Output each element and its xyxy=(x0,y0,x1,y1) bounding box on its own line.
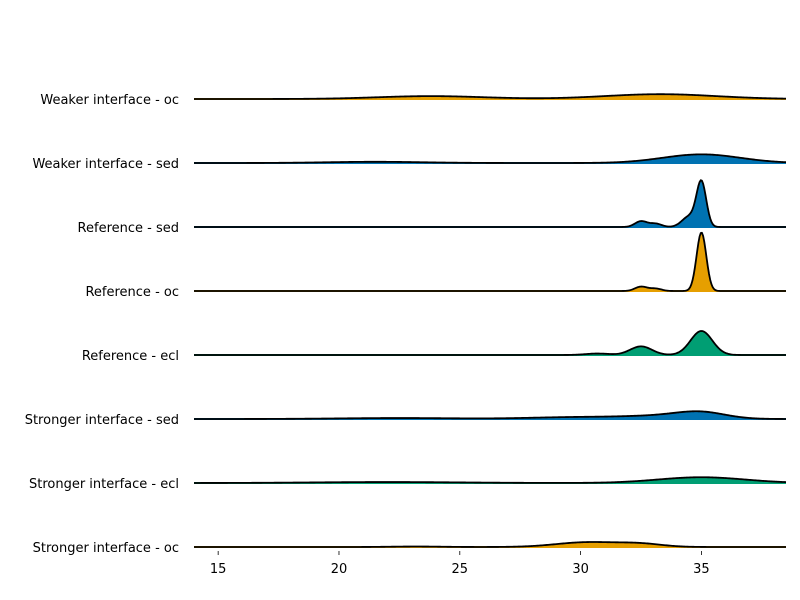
ridge-area xyxy=(194,411,786,419)
x-tick-label: 15 xyxy=(210,562,227,577)
ridge-group xyxy=(194,330,786,356)
ridge-outline xyxy=(194,231,786,292)
ridge-outline xyxy=(194,153,787,164)
series-label: Weaker interface - oc xyxy=(40,93,179,108)
ridge-group xyxy=(194,541,786,548)
x-tick-label: 25 xyxy=(452,562,469,577)
ridge-outline xyxy=(194,179,786,228)
series-label: Reference - ecl xyxy=(82,349,179,364)
y-axis-labels: Weaker interface - oc Weaker interface - … xyxy=(25,93,179,556)
x-axis: 15 20 25 30 35 xyxy=(210,551,710,577)
ridge-group xyxy=(194,93,787,100)
series-label: Stronger interface - sed xyxy=(25,413,179,428)
ridge-area xyxy=(194,154,786,163)
ridge-area xyxy=(194,331,786,355)
ridge-group xyxy=(194,410,787,420)
ridge-outline xyxy=(194,541,786,548)
ridge-group xyxy=(194,231,786,292)
x-tick-label: 20 xyxy=(331,562,348,577)
series-label: Reference - sed xyxy=(78,221,179,236)
ridge-group xyxy=(194,153,787,164)
ridge-group xyxy=(194,476,787,484)
series-label: Stronger interface - ecl xyxy=(29,477,179,492)
ridge-outline xyxy=(194,330,786,356)
ridge-outline xyxy=(194,410,787,420)
series-label: Reference - oc xyxy=(85,285,179,300)
x-tick-label: 30 xyxy=(572,562,589,577)
ridge-outline xyxy=(194,476,787,484)
series-label: Stronger interface - oc xyxy=(33,541,179,556)
ridge-area xyxy=(194,232,786,291)
x-tick-label: 35 xyxy=(693,562,710,577)
ridges xyxy=(194,93,787,548)
ridge-group xyxy=(194,179,786,228)
ridge-outline xyxy=(194,93,787,100)
series-label: Weaker interface - sed xyxy=(32,157,179,172)
